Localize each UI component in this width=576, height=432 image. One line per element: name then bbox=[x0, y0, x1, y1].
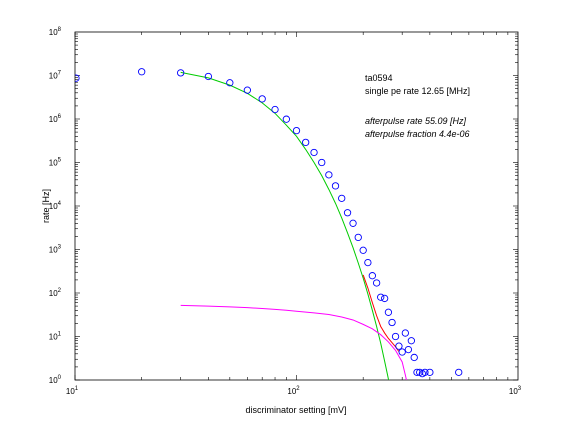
data-point-marker bbox=[292, 126, 301, 135]
y-tick-label: 105 bbox=[49, 158, 62, 168]
y-tick-label: 108 bbox=[49, 27, 62, 37]
y-tick-exponent: 3 bbox=[58, 245, 62, 251]
data-point-marker bbox=[325, 171, 333, 179]
data-point-marker bbox=[388, 318, 396, 327]
y-tick-exponent: 2 bbox=[58, 288, 62, 294]
data-point-marker bbox=[226, 79, 234, 87]
data-point-marker bbox=[138, 68, 146, 76]
annotation-afterpulse-fraction: afterpulse fraction 4.4e-06 bbox=[365, 129, 470, 139]
fit-curve-line bbox=[180, 304, 407, 380]
y-tick-exponent: 0 bbox=[58, 375, 62, 381]
data-point-marker bbox=[302, 138, 310, 147]
x-axis-label: discriminator setting [mV] bbox=[245, 405, 346, 415]
data-point-marker bbox=[421, 368, 429, 376]
x-tick-exponent: 2 bbox=[296, 386, 300, 392]
fit-curve-line bbox=[180, 71, 390, 380]
y-tick-label: 104 bbox=[49, 201, 62, 211]
data-point-marker bbox=[310, 148, 318, 157]
x-tick-label: 101 bbox=[66, 386, 79, 396]
data-point-marker bbox=[343, 209, 352, 217]
y-tick-exponent: 5 bbox=[58, 158, 62, 164]
data-point-marker bbox=[404, 345, 413, 354]
data-point-marker bbox=[377, 293, 385, 301]
y-tick-exponent: 4 bbox=[58, 201, 62, 207]
y-tick-exponent: 8 bbox=[58, 27, 62, 33]
data-point-marker bbox=[204, 72, 213, 81]
x-tick-exponent: 3 bbox=[518, 386, 522, 392]
data-point-marker bbox=[331, 182, 340, 190]
fit-curve-line bbox=[362, 274, 400, 352]
data-point-marker bbox=[243, 86, 252, 94]
data-point-marker bbox=[368, 272, 376, 280]
data-point-marker bbox=[395, 342, 403, 350]
data-point-marker bbox=[359, 246, 367, 254]
y-tick-label: 100 bbox=[49, 375, 62, 385]
annotation-sensor-id: ta0594 bbox=[365, 73, 393, 83]
plot-area-frame bbox=[74, 31, 519, 381]
clipped-series bbox=[75, 68, 463, 380]
data-point-marker bbox=[426, 368, 434, 376]
data-point-marker bbox=[258, 95, 266, 103]
data-point-marker bbox=[338, 194, 346, 202]
data-point-marker bbox=[380, 294, 389, 303]
data-point-marker bbox=[455, 368, 463, 376]
y-tick-label: 106 bbox=[49, 114, 62, 124]
annotation-afterpulse-rate: afterpulse rate 55.09 [Hz] bbox=[365, 116, 467, 126]
series-layer bbox=[75, 68, 463, 380]
y-tick-exponent: 1 bbox=[58, 332, 62, 338]
x-tick-label: 102 bbox=[287, 386, 300, 396]
data-point-marker bbox=[410, 353, 418, 362]
x-tick-label: 103 bbox=[509, 386, 522, 396]
data-point-marker bbox=[384, 308, 393, 316]
data-point-marker bbox=[282, 115, 291, 123]
annotation-single-pe-rate: single pe rate 12.65 [MHz] bbox=[365, 86, 470, 96]
data-point-marker bbox=[407, 337, 416, 345]
y-axis-label: rate [Hz] bbox=[41, 189, 51, 223]
data-point-marker bbox=[318, 158, 326, 167]
data-point-marker bbox=[354, 233, 362, 242]
y-tick-label: 102 bbox=[49, 288, 62, 298]
data-point-marker bbox=[413, 368, 421, 376]
data-point-marker bbox=[398, 348, 406, 356]
data-point-marker bbox=[271, 105, 279, 114]
x-tick-exponent: 1 bbox=[75, 386, 79, 392]
data-point-marker bbox=[391, 332, 400, 341]
y-tick-exponent: 6 bbox=[58, 114, 62, 120]
data-point-marker bbox=[372, 279, 381, 287]
data-point-marker bbox=[364, 258, 372, 267]
y-tick-label: 101 bbox=[49, 332, 62, 342]
data-point-marker bbox=[75, 74, 80, 82]
data-point-marker bbox=[401, 329, 409, 337]
data-point-marker bbox=[349, 219, 357, 227]
y-tick-label: 103 bbox=[49, 245, 62, 255]
data-point-marker bbox=[177, 69, 185, 77]
y-tick-label: 107 bbox=[49, 71, 62, 81]
y-tick-exponent: 7 bbox=[58, 71, 62, 77]
